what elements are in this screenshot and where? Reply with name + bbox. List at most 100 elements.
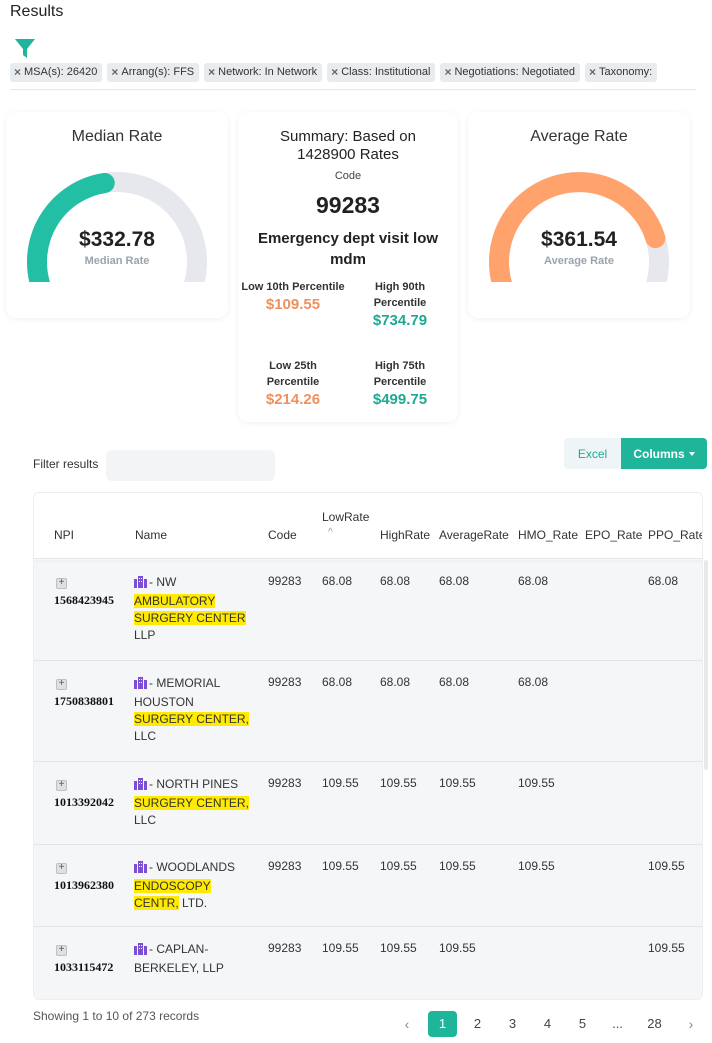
close-icon[interactable]: × (208, 65, 216, 79)
page-button[interactable]: 1 (428, 1011, 457, 1037)
page-button[interactable]: 3 (508, 1016, 517, 1031)
filter-chip-label: Arrang(s): FFS (121, 66, 195, 78)
high-90th-label: High 90th Percentile (373, 281, 427, 309)
chevron-right-icon[interactable]: › (688, 1016, 694, 1032)
median-rate-value: $332.78 (79, 228, 155, 251)
cell-low: 109.55 (322, 859, 359, 873)
name-text: LTD. (178, 896, 208, 910)
provider-name[interactable]: - MEMORIAL HOUSTON SURGERY CENTER, LLC (134, 675, 254, 745)
close-icon[interactable]: × (14, 65, 22, 79)
median-rate-gauge (27, 172, 207, 282)
procedure-description: Emergency dept visit low mdm (257, 230, 439, 268)
divider (10, 89, 696, 90)
filter-chip[interactable]: × Network: In Network (204, 63, 323, 82)
table-row[interactable]: +1013962380 - WOODLANDS ENDOSCOPY CENTR, LT… (34, 845, 702, 927)
table-scrollbar[interactable] (704, 560, 708, 770)
provider-name[interactable]: - CAPLAN- BERKELEY, LLP (134, 941, 254, 977)
low-10th-value: $109.55 (265, 296, 321, 313)
col-ppo-rate[interactable]: PPO_Rate (648, 528, 703, 542)
median-rate-sublabel: Median Rate (84, 255, 150, 267)
name-text: LLC (134, 729, 157, 743)
col-epo-rate[interactable]: EPO_Rate (585, 528, 643, 542)
plus-square-icon[interactable]: + (56, 679, 67, 690)
filter-chip-label: Negotiations: Negotiated (454, 66, 575, 78)
building-icon (134, 677, 147, 694)
provider-name[interactable]: - WOODLANDS ENDOSCOPY CENTR, LTD. (134, 859, 254, 912)
col-npi[interactable]: NPI (54, 528, 75, 542)
procedure-code: 99283 (316, 192, 380, 218)
col-averagerate[interactable]: AverageRate (439, 528, 509, 542)
plus-square-icon[interactable]: + (56, 863, 67, 874)
median-rate-card: Median Rate $332.78 Median Rate (6, 112, 228, 318)
filter-chip[interactable]: × Class: Institutional (327, 63, 436, 82)
close-icon[interactable]: × (111, 65, 119, 79)
filter-chip[interactable]: × Taxonomy: (584, 63, 658, 82)
name-text: - WOODLANDS (149, 860, 236, 874)
building-icon (134, 778, 147, 795)
high-90th-value: $734.79 (372, 312, 428, 329)
plus-square-icon[interactable]: + (56, 780, 67, 791)
page-button[interactable]: 2 (473, 1016, 482, 1031)
building-icon (134, 576, 147, 593)
cell-low: 109.55 (322, 941, 359, 955)
caret-down-icon (688, 452, 695, 457)
filter-chip[interactable]: × MSA(s): 26420 (10, 63, 103, 82)
records-summary: Showing 1 to 10 of 273 records (33, 1009, 200, 1023)
table-row[interactable]: +1568423945 - NW AMBULATORY SURGERY CENTER L… (34, 560, 702, 661)
filter-chip-label: MSA(s): 26420 (24, 66, 98, 78)
gauge-fill (27, 172, 115, 282)
cell-low: 68.08 (322, 675, 353, 689)
cell-hmo: 68.08 (518, 675, 549, 689)
col-lowrate[interactable]: LowRate (322, 510, 370, 524)
npi-value: 1013962380 (54, 878, 114, 892)
npi-value: 1013392042 (54, 795, 114, 809)
cell-avg: 68.08 (439, 574, 470, 588)
col-name[interactable]: Name (135, 528, 168, 542)
table-row[interactable]: +1033115472 - CAPLAN- BERKELEY, LLP 99283 10… (34, 927, 702, 999)
cell-high: 68.08 (380, 574, 411, 588)
name-highlight: CENTR, (134, 896, 179, 910)
provider-name[interactable]: - NORTH PINES SURGERY CENTER, LLC (134, 776, 254, 829)
high-75th-label: High 75th Percentile (373, 360, 427, 388)
npi-value: 1568423945 (54, 593, 114, 607)
provider-name[interactable]: - NW AMBULATORY SURGERY CENTER LLP (134, 574, 254, 644)
plus-square-icon[interactable]: + (56, 578, 67, 589)
high-90th-percentile: High 90th Percentile $734.79 (345, 279, 455, 331)
cell-hmo: 68.08 (518, 574, 549, 588)
col-code[interactable]: Code (268, 528, 297, 542)
filter-chip[interactable]: × Negotiations: Negotiated (440, 63, 580, 82)
close-icon[interactable]: × (444, 65, 452, 79)
average-rate-card: Average Rate $361.54 Average Rate (468, 112, 690, 318)
close-icon[interactable]: × (588, 65, 596, 79)
results-table: NPI Name Code LowRate ^ HighRate Average… (33, 492, 703, 1000)
funnel-icon[interactable] (14, 38, 36, 60)
page-button[interactable]: 4 (543, 1016, 552, 1031)
col-hmo-rate[interactable]: HMO_Rate (518, 528, 579, 542)
name-highlight: SURGERY CENTER, (134, 796, 249, 810)
filter-results-input[interactable] (106, 450, 275, 481)
average-rate-value: $361.54 (541, 228, 617, 251)
plus-square-icon[interactable]: + (56, 945, 67, 956)
col-highrate[interactable]: HighRate (380, 528, 431, 542)
cell-ppo: 68.08 (648, 574, 679, 588)
filter-chip[interactable]: × Arrang(s): FFS (107, 63, 200, 82)
name-text: - NORTH PINES (149, 777, 239, 791)
page-button[interactable]: 5 (578, 1016, 587, 1031)
cell-low: 109.55 (322, 776, 359, 790)
table-row[interactable]: +1013392042 - NORTH PINES SURGERY CENTER, L… (34, 762, 702, 845)
excel-export-button[interactable]: Excel (564, 438, 621, 469)
high-75th-value: $499.75 (372, 391, 428, 408)
table-row[interactable]: +1750838801 - MEMORIAL HOUSTON SURGERY CENT… (34, 661, 702, 762)
page-button[interactable]: 28 (647, 1016, 662, 1031)
summary-card: Summary: Based on 1428900 Rates Code 992… (238, 112, 458, 422)
columns-dropdown-button[interactable]: Columns (621, 438, 707, 469)
columns-label: Columns (633, 446, 685, 461)
chevron-up-icon[interactable]: ^ (328, 527, 333, 538)
median-rate-title: Median Rate (71, 128, 163, 145)
cell-code: 99283 (268, 574, 302, 588)
close-icon[interactable]: × (331, 65, 339, 79)
low-10th-percentile: Low 10th Percentile $109.55 (238, 279, 348, 315)
average-rate-gauge (489, 172, 669, 282)
name-text: LLP (134, 628, 156, 642)
chevron-left-icon[interactable]: ‹ (404, 1016, 410, 1032)
